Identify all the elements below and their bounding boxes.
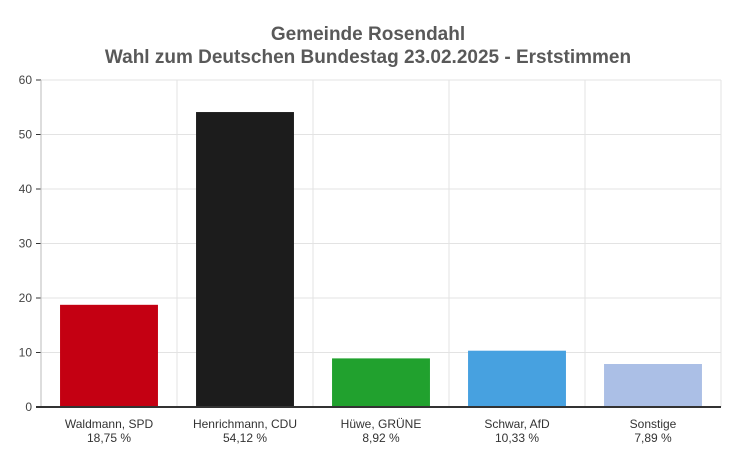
grid-layer <box>40 79 722 407</box>
chart-title: Gemeinde Rosendahl <box>271 24 465 45</box>
bar-3 <box>332 358 430 407</box>
x-value-label: 7,89 % <box>634 431 672 445</box>
x-value-label: 8,92 % <box>362 431 400 445</box>
y-tick-label: 50 <box>19 128 33 142</box>
y-tick-label: 0 <box>25 400 32 414</box>
x-value-label: 54,12 % <box>223 431 267 445</box>
x-category-label: Schwar, AfD <box>484 417 550 431</box>
x-category-label: Waldmann, SPD <box>65 417 154 431</box>
x-value-label: 18,75 % <box>87 431 131 445</box>
y-tick-label: 60 <box>19 73 33 87</box>
bar-2 <box>196 112 294 408</box>
bar-4 <box>468 350 566 407</box>
bar-layer <box>60 112 702 408</box>
y-tick-label: 20 <box>19 291 33 305</box>
y-tick-label: 40 <box>19 182 33 196</box>
x-category-label: Hüwe, GRÜNE <box>341 417 422 431</box>
y-tick-label: 10 <box>19 346 33 360</box>
bar-1 <box>60 304 158 407</box>
x-value-label: 10,33 % <box>495 431 539 445</box>
bar-5 <box>604 363 702 407</box>
x-category-label: Henrichmann, CDU <box>193 417 297 431</box>
y-tick-label: 30 <box>19 237 33 251</box>
chart-subtitle: Wahl zum Deutschen Bundestag 23.02.2025 … <box>105 47 631 68</box>
x-category-label: Sonstige <box>630 417 677 431</box>
